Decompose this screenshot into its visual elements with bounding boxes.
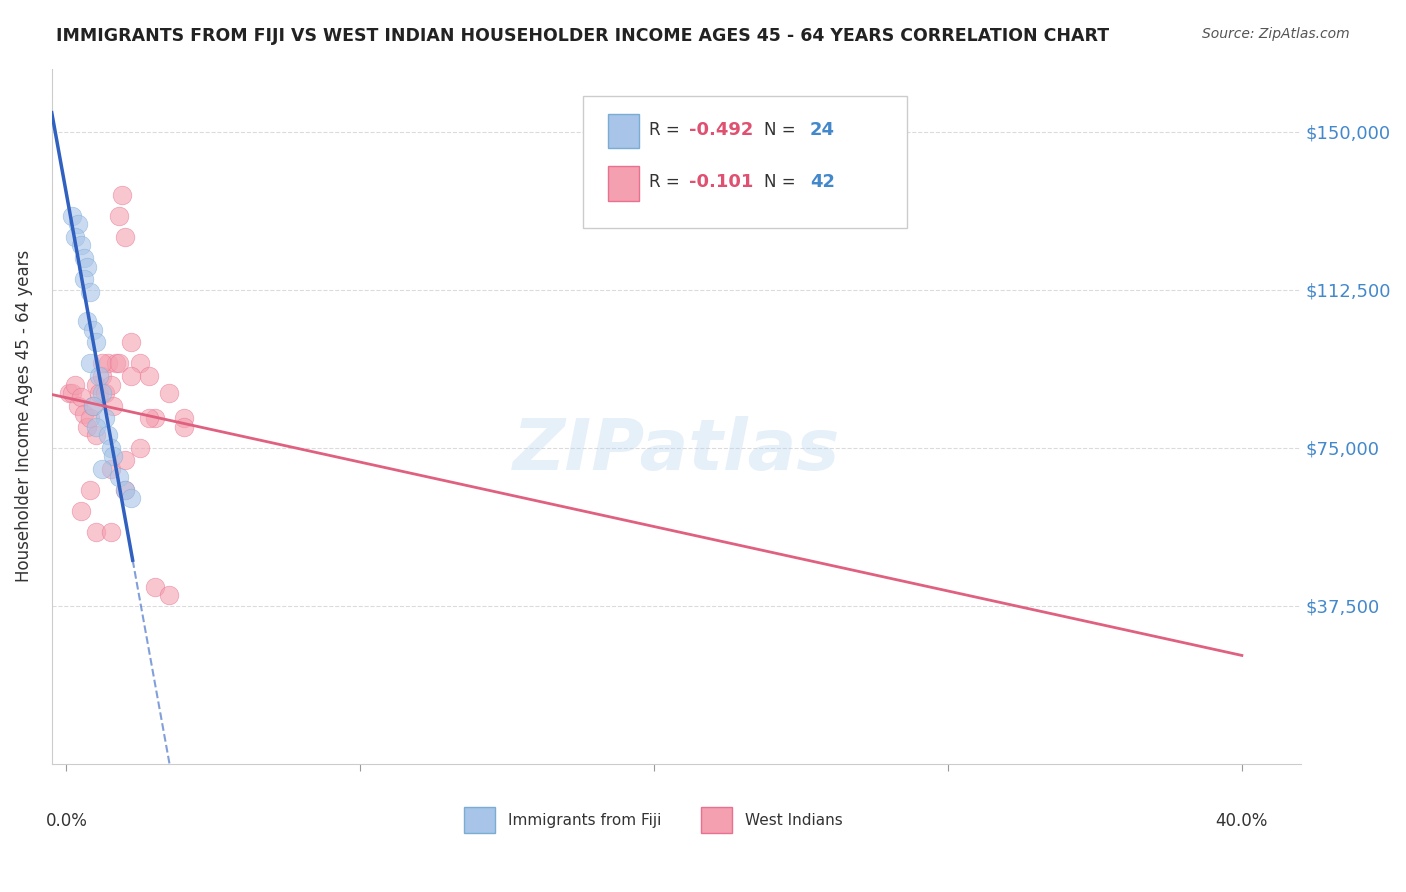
Point <box>120 335 142 350</box>
Point <box>100 524 122 539</box>
Point <box>100 377 122 392</box>
Point <box>79 356 101 370</box>
Text: -0.492: -0.492 <box>689 120 754 138</box>
Point <box>73 407 96 421</box>
Point <box>58 386 80 401</box>
Point <box>84 428 107 442</box>
Point <box>73 272 96 286</box>
Point <box>65 377 87 392</box>
Point <box>84 524 107 539</box>
Point <box>103 449 125 463</box>
Point <box>111 188 134 202</box>
Point <box>87 369 110 384</box>
Point <box>108 470 131 484</box>
Point <box>143 411 166 425</box>
Point <box>70 504 93 518</box>
Point <box>97 428 120 442</box>
Point <box>143 580 166 594</box>
Point <box>76 314 98 328</box>
FancyBboxPatch shape <box>607 166 638 201</box>
Point <box>173 411 195 425</box>
Point <box>79 285 101 299</box>
Text: R =: R = <box>648 173 685 191</box>
Point <box>100 462 122 476</box>
Point <box>114 483 136 497</box>
Point <box>97 356 120 370</box>
Point <box>87 386 110 401</box>
Point <box>173 419 195 434</box>
Point <box>76 260 98 274</box>
Point <box>84 335 107 350</box>
Text: IMMIGRANTS FROM FIJI VS WEST INDIAN HOUSEHOLDER INCOME AGES 45 - 64 YEARS CORREL: IMMIGRANTS FROM FIJI VS WEST INDIAN HOUS… <box>56 27 1109 45</box>
Point <box>114 453 136 467</box>
Point <box>65 230 87 244</box>
Point <box>79 411 101 425</box>
Point <box>129 441 152 455</box>
Point <box>114 483 136 497</box>
Text: 40.0%: 40.0% <box>1216 813 1268 830</box>
Point <box>82 323 104 337</box>
Point <box>138 411 160 425</box>
Text: 0.0%: 0.0% <box>45 813 87 830</box>
Point <box>90 356 112 370</box>
Point <box>73 251 96 265</box>
Point <box>60 386 83 401</box>
Point <box>93 411 115 425</box>
Point <box>114 230 136 244</box>
Point <box>157 386 180 401</box>
Text: N =: N = <box>763 173 800 191</box>
Point <box>84 377 107 392</box>
Y-axis label: Householder Income Ages 45 - 64 years: Householder Income Ages 45 - 64 years <box>15 250 32 582</box>
FancyBboxPatch shape <box>702 807 733 833</box>
Text: 42: 42 <box>810 173 835 191</box>
Point <box>120 369 142 384</box>
Point <box>67 218 90 232</box>
FancyBboxPatch shape <box>464 807 495 833</box>
Point <box>138 369 160 384</box>
Point <box>105 356 128 370</box>
Text: West Indians: West Indians <box>745 813 842 828</box>
Text: -0.101: -0.101 <box>689 173 754 191</box>
Point <box>93 386 115 401</box>
Text: Immigrants from Fiji: Immigrants from Fiji <box>508 813 661 828</box>
Point <box>76 419 98 434</box>
FancyBboxPatch shape <box>607 113 638 148</box>
Text: 24: 24 <box>810 120 835 138</box>
Point <box>129 356 152 370</box>
Point <box>90 369 112 384</box>
Point <box>79 483 101 497</box>
Point <box>82 399 104 413</box>
Point <box>84 419 107 434</box>
Point <box>120 491 142 506</box>
Point <box>108 209 131 223</box>
Text: Source: ZipAtlas.com: Source: ZipAtlas.com <box>1202 27 1350 41</box>
Point <box>70 238 93 252</box>
Point <box>67 399 90 413</box>
Text: ZIPatlas: ZIPatlas <box>513 417 839 485</box>
Point <box>103 399 125 413</box>
Point <box>82 399 104 413</box>
Point <box>108 356 131 370</box>
Point <box>60 209 83 223</box>
Text: R =: R = <box>648 120 685 138</box>
Point <box>157 588 180 602</box>
Point <box>70 390 93 404</box>
Point <box>90 462 112 476</box>
Point <box>100 441 122 455</box>
Text: N =: N = <box>763 120 800 138</box>
Point <box>90 386 112 401</box>
FancyBboxPatch shape <box>582 96 907 228</box>
